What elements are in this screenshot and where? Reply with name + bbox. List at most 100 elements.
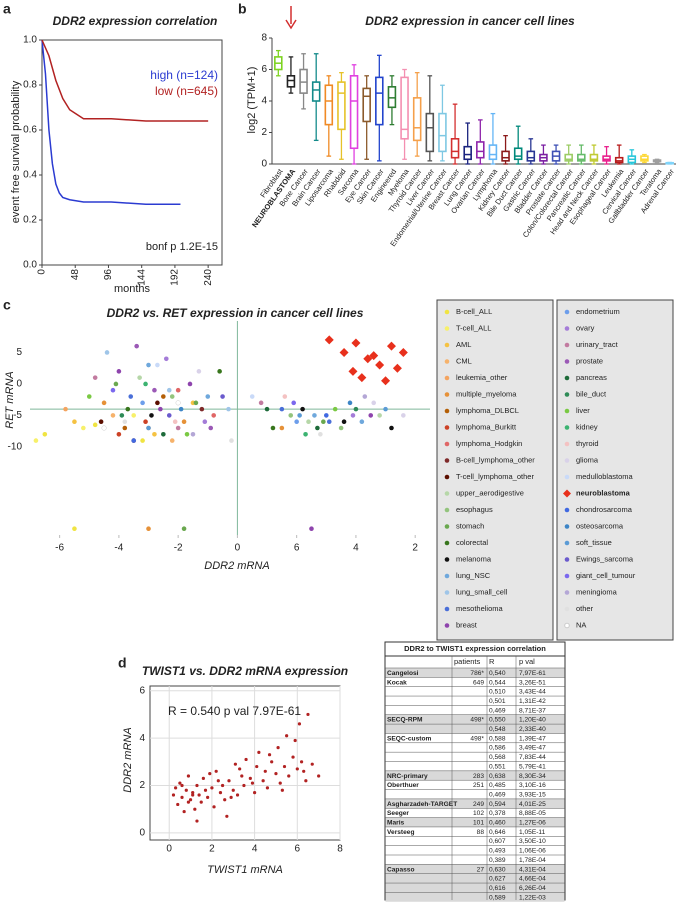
point <box>208 772 212 776</box>
point <box>186 800 191 804</box>
point <box>125 406 131 412</box>
point <box>175 400 181 406</box>
table-cell: Versteeg <box>387 829 415 836</box>
point <box>381 376 391 386</box>
y-tick-label: 6 <box>139 685 145 696</box>
legend-label: mesothelioma <box>456 604 504 613</box>
table-cell: 0,586 <box>489 745 506 752</box>
table-cell: 5,79E-41 <box>519 763 546 770</box>
legend-label: colorectal <box>456 538 488 547</box>
box <box>602 155 611 162</box>
point <box>276 746 280 750</box>
point <box>294 419 299 425</box>
legend-label: AML <box>456 340 471 349</box>
point <box>212 805 216 809</box>
point <box>155 400 160 406</box>
point <box>191 791 195 795</box>
point <box>278 781 282 785</box>
point <box>267 753 272 757</box>
table-cell: 3,26E-51 <box>519 679 546 686</box>
y-tick-label: 0.8 <box>23 80 37 91</box>
point <box>191 793 195 797</box>
table-cell: Kocak <box>387 679 407 686</box>
point <box>116 369 122 374</box>
point <box>291 755 295 759</box>
point <box>265 786 270 790</box>
y-tick-label: 0.4 <box>23 170 37 181</box>
table-cell: Seeger <box>387 810 409 817</box>
table-cell: 0,638 <box>489 773 506 780</box>
legend-marker <box>444 326 450 331</box>
table-row-shade <box>385 714 565 725</box>
legend-marker <box>564 540 570 546</box>
point <box>131 413 137 418</box>
legend-label: lymphoma_DLBCL <box>456 406 519 415</box>
point <box>181 419 187 425</box>
point <box>197 793 201 797</box>
point <box>180 795 184 799</box>
point <box>206 795 210 799</box>
point <box>146 362 151 368</box>
point <box>92 375 98 380</box>
legend-marker <box>444 623 450 628</box>
legend-label: other <box>576 604 594 613</box>
table-cell: 0,616 <box>489 885 506 892</box>
x-tick-label: 4 <box>252 844 258 855</box>
point <box>321 419 326 425</box>
point <box>104 350 110 355</box>
table-cell: 27 <box>477 866 485 873</box>
point <box>143 381 148 387</box>
table-cell: 102 <box>473 810 484 817</box>
survival-curve <box>41 39 181 205</box>
table-cell: 3,43E-44 <box>519 689 546 696</box>
point <box>174 786 178 790</box>
point <box>304 779 308 783</box>
legend-marker <box>444 507 450 513</box>
legend-marker <box>564 557 570 562</box>
x-tick-label: 48 <box>70 269 81 281</box>
table-title: DDR2 to TWIST1 expression correlation <box>404 644 546 653</box>
y-tick-label: 0.0 <box>23 260 37 271</box>
table-row-shade <box>385 798 565 809</box>
point <box>323 413 329 418</box>
x-tick-label: -4 <box>114 543 123 554</box>
point <box>279 406 285 412</box>
legend-marker <box>564 392 570 397</box>
box <box>577 153 586 162</box>
point <box>98 419 104 425</box>
annotation: bonf p 1.2E-15 <box>146 241 218 253</box>
legend-marker <box>444 491 450 496</box>
point <box>341 419 347 425</box>
annotation: R = 0.540 p val 7.97E-61 <box>168 704 301 718</box>
x-tick-label: 2 <box>209 844 215 855</box>
point <box>348 366 358 376</box>
table-row-shade <box>385 724 565 734</box>
x-tick-label: -6 <box>55 543 64 554</box>
table-cell: 0,469 <box>489 707 506 714</box>
table-cell: 1,22E-03 <box>519 894 546 901</box>
point <box>312 413 317 418</box>
point <box>140 438 145 443</box>
point <box>92 422 98 428</box>
table-row-shade <box>385 864 565 874</box>
legend-marker <box>564 606 570 612</box>
box <box>501 150 510 162</box>
table-row-shade <box>385 873 565 884</box>
point <box>187 381 193 387</box>
table-cell: 4,01E-25 <box>519 801 546 808</box>
table-cell: 283 <box>473 773 484 780</box>
table-cell: 4,31E-04 <box>519 866 546 873</box>
x-tick-label: 2 <box>412 543 418 554</box>
legend-box <box>556 299 674 641</box>
table-cell: 0,568 <box>489 754 506 761</box>
table-cell: 0,627 <box>489 876 506 883</box>
y-tick-label: 2 <box>261 127 267 138</box>
box <box>362 87 371 123</box>
legend-label: stomach <box>456 521 484 530</box>
point <box>161 394 166 399</box>
y-axis-label: log2 (TPM+1) <box>246 67 258 134</box>
box <box>349 75 359 150</box>
legend-label: lung_NSC <box>456 571 491 580</box>
point <box>291 400 297 406</box>
